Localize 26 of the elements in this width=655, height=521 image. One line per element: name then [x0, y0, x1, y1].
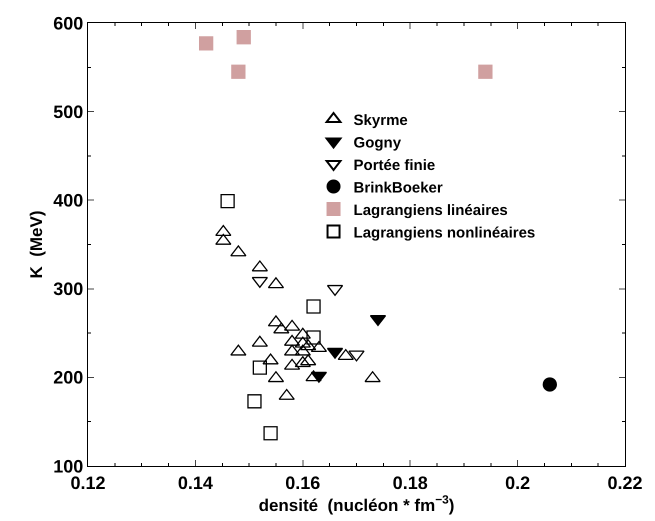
x-tick-label: 0.16	[285, 472, 320, 493]
x-axis-title: densité (nucléon * fm$^{−3}$)	[258, 492, 454, 515]
legend-label: Lagrangiens nonlinéaires	[354, 224, 536, 242]
x-tick-label: 0.14	[178, 472, 213, 493]
point	[198, 36, 214, 51]
x-tick-label: 0.22	[607, 472, 643, 493]
legend-label: BrinkBoeker	[354, 179, 443, 196]
point	[338, 348, 354, 360]
x-tick-label: 0.18	[392, 472, 428, 493]
y-tick-label: 200	[53, 368, 84, 388]
point	[306, 299, 321, 314]
x-tick-label: 0.2	[505, 472, 530, 493]
y-tick-label: 500	[53, 102, 84, 122]
point	[236, 30, 251, 44]
y-tick-label: 600	[53, 13, 84, 34]
y-axis-title: K (MeV)	[26, 210, 46, 278]
legend-label: Gogny	[354, 134, 402, 152]
legend-label: Skyrme	[354, 112, 408, 129]
point	[231, 64, 246, 79]
legend-label: Lagrangiens linéaires	[354, 202, 508, 219]
y-tick-label: 300	[53, 279, 84, 300]
point	[306, 330, 321, 345]
legend-label: Portée finie	[354, 156, 436, 174]
point	[220, 194, 235, 208]
point	[478, 64, 493, 79]
y-tick-label: 400	[53, 190, 84, 210]
